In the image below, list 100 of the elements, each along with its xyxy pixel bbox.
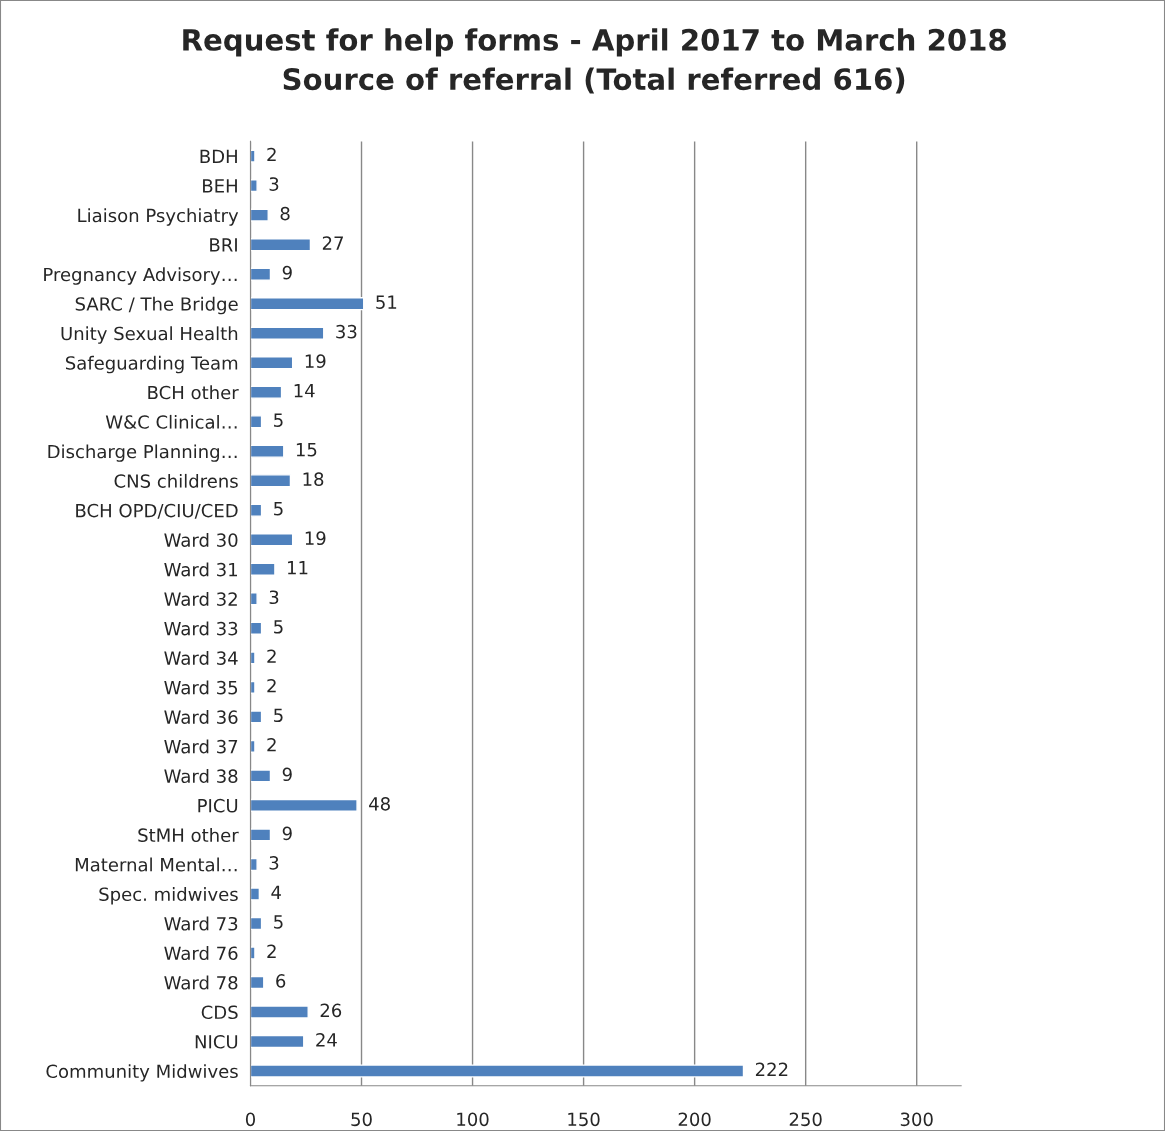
- y-tick-label: Ward 37: [164, 739, 238, 754]
- data-label: 19: [305, 354, 326, 368]
- bar: [250, 916, 263, 931]
- bar: [250, 444, 285, 458]
- y-tick-label: Ward 31: [164, 562, 237, 577]
- data-label: 6: [276, 974, 286, 988]
- data-label: 51: [376, 295, 397, 309]
- data-label: 5: [274, 708, 283, 723]
- bar: [250, 1005, 309, 1019]
- y-tick-label: W&C Clinical…: [105, 414, 237, 429]
- data-label: 8: [280, 206, 290, 221]
- data-label: 15: [296, 443, 317, 457]
- data-label: 27: [322, 236, 343, 250]
- bar: [250, 680, 256, 694]
- data-label: 9: [282, 826, 292, 841]
- data-label: 18: [303, 472, 324, 486]
- bar: [250, 208, 269, 222]
- bar: [250, 503, 263, 517]
- y-tick-label: Ward 76: [164, 946, 238, 961]
- y-tick-label: Ward 38: [164, 769, 238, 783]
- data-label: 5: [274, 915, 283, 929]
- y-tick-label: CNS childrens: [114, 473, 238, 488]
- chart-title: Request for help forms - April 2017 to March 2018 Source of referral (Total referred 616): [183, 28, 1006, 94]
- data-label: 5: [274, 413, 283, 427]
- bar: [250, 739, 256, 753]
- data-label: 48: [369, 796, 390, 811]
- data-label: 4: [271, 885, 281, 899]
- x-tick-label: 150: [568, 1112, 600, 1127]
- y-tick-label: BDH: [200, 149, 237, 163]
- x-tick-label: 50: [351, 1112, 372, 1127]
- y-tick-label: Safeguarding Team: [65, 355, 238, 374]
- y-tick-label: Maternal Mental…: [75, 857, 237, 872]
- y-tick-label: PICU: [198, 798, 238, 813]
- y-tick-label: Ward 35: [164, 680, 238, 695]
- y-tick-label: Ward 78: [164, 975, 238, 990]
- bar: [250, 592, 258, 606]
- bar: [250, 710, 263, 724]
- y-tick-label: CDS: [201, 1005, 238, 1020]
- y-tick-label: StMH other: [138, 828, 239, 843]
- y-tick-label: Liaison Psychiatry: [78, 208, 239, 226]
- y-tick-label: Unity Sexual Health: [61, 326, 238, 344]
- bar: [250, 887, 261, 901]
- bar: [250, 238, 312, 252]
- bar: [250, 415, 263, 429]
- data-label: 5: [274, 502, 283, 516]
- bar: [250, 1064, 745, 1078]
- y-tick-label: Ward 36: [164, 710, 238, 724]
- y-tick-label: Community Midwives: [46, 1064, 238, 1082]
- bar: [250, 946, 256, 960]
- y-tick-label: BCH other: [148, 385, 239, 400]
- data-label: 9: [282, 265, 292, 280]
- data-label: 222: [755, 1062, 788, 1076]
- y-tick-label: BEH: [203, 179, 237, 193]
- bar: [250, 975, 265, 990]
- y-tick-label: NICU: [195, 1034, 238, 1049]
- bar: [250, 149, 256, 163]
- x-tick-label: 100: [457, 1112, 489, 1127]
- x-tick-label: 300: [900, 1112, 933, 1127]
- data-label: 9: [282, 767, 292, 782]
- data-label: 33: [336, 324, 357, 339]
- bar: [250, 828, 272, 842]
- y-tick-label: Discharge Planning…: [48, 444, 237, 462]
- data-label: 19: [305, 531, 326, 546]
- bar: [250, 769, 272, 783]
- y-tick-label: Ward 34: [164, 650, 238, 665]
- data-label: 24: [316, 1033, 337, 1047]
- data-label: 3: [269, 856, 279, 870]
- y-tick-label: BCH OPD/CIU/CED: [76, 503, 238, 519]
- y-tick-label: Ward 73: [164, 916, 238, 931]
- x-tick-label: 0: [245, 1112, 256, 1127]
- data-label: 11: [288, 561, 308, 575]
- data-label: 14: [294, 384, 315, 398]
- bar: [250, 621, 263, 635]
- y-tick-label: Pregnancy Advisory…: [44, 267, 237, 285]
- x-tick-label: 250: [789, 1112, 822, 1127]
- bar: [250, 533, 294, 547]
- y-tick-label: Ward 33: [164, 621, 238, 636]
- bar: [250, 1034, 305, 1049]
- y-tick-label: BRI: [210, 238, 237, 252]
- data-label: 2: [267, 944, 276, 958]
- data-label: 3: [269, 177, 279, 191]
- x-tick-label: 200: [678, 1112, 711, 1127]
- data-label: 2: [267, 737, 276, 752]
- bar: [250, 857, 258, 872]
- bar: [250, 326, 325, 340]
- y-tick-label: Spec. midwives: [99, 887, 238, 905]
- data-label: 5: [274, 620, 283, 634]
- y-tick-label: SARC / The Bridge: [75, 296, 238, 315]
- y-tick-label: Ward 32: [164, 591, 237, 606]
- bar: [250, 562, 276, 576]
- bar: [250, 297, 365, 311]
- data-label: 2: [267, 678, 276, 693]
- bar: [250, 385, 283, 399]
- bar: [250, 267, 272, 281]
- data-label: 2: [267, 649, 276, 663]
- y-tick-label: Ward 30: [164, 532, 238, 547]
- data-label: 26: [320, 1003, 342, 1018]
- data-label: 2: [267, 147, 276, 162]
- data-label: 3: [269, 590, 279, 605]
- bar: [250, 474, 292, 488]
